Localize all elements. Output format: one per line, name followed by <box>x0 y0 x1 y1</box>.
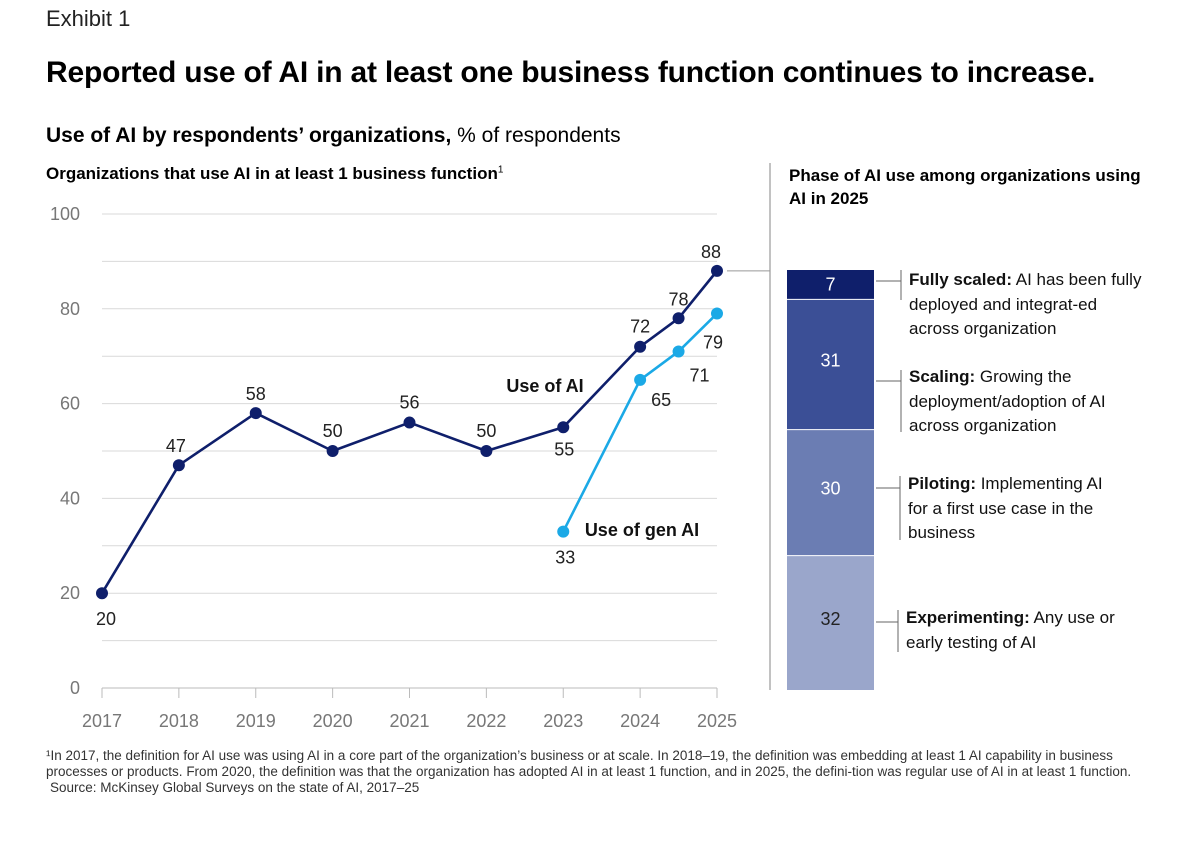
x-tick-label: 2021 <box>389 711 429 731</box>
bar-segment-fully <box>787 270 874 300</box>
bar-layer: 7 31 30 32 <box>787 270 902 690</box>
data-point <box>172 459 185 472</box>
data-point <box>634 340 647 353</box>
left-panel-title-text: Organizations that use AI in at least 1 … <box>46 164 498 183</box>
data-point <box>711 264 723 277</box>
data-point <box>480 445 493 457</box>
chart-subtitle: Use of AI by respondents’ organizations,… <box>46 124 621 148</box>
series-name-label: Use of gen AI <box>585 520 699 540</box>
data-label: 58 <box>246 384 266 404</box>
footnote-text: ¹In 2017, the definition for AI use was … <box>46 748 1132 779</box>
data-point <box>96 587 108 600</box>
axis-layer: 0 20 40 60 80 100 2017 2018 2019 2020 2021 2022 2023… <box>50 163 771 731</box>
line-layer: 20 47 58 50 56 50 55 72 78 88 Use of AI 33 65 71 79 Use… <box>96 242 723 629</box>
x-tick-label: 2019 <box>236 711 276 731</box>
footnote-block: ¹In 2017, the definition for AI use was … <box>46 748 1146 796</box>
right-panel-title: Phase of AI use among organizations usin… <box>789 166 1141 208</box>
data-label: 50 <box>476 421 496 441</box>
grid-layer <box>102 213 717 642</box>
data-point <box>711 307 723 320</box>
bar-segment-piloting <box>787 429 874 556</box>
data-point <box>672 345 685 358</box>
subtitle-bold: Use of AI by respondents’ organizations, <box>46 124 452 147</box>
series-line <box>562 312 718 533</box>
data-point <box>557 421 570 434</box>
segment-value-label: 7 <box>825 275 835 295</box>
left-panel-title: Organizations that use AI in at least 1 … <box>46 164 503 184</box>
exhibit-label: Exhibit 1 <box>46 6 131 31</box>
x-tick-label: 2017 <box>82 711 122 731</box>
x-tick-label: 2020 <box>313 711 353 731</box>
x-tick-label: 2025 <box>697 711 737 731</box>
data-label: 78 <box>669 289 689 309</box>
annotation-desc: Growing the deployment/adoption of AI ac… <box>909 367 1106 435</box>
y-tick-label: 80 <box>60 299 80 319</box>
data-point <box>672 312 685 325</box>
annotation-piloting: Piloting: Implementing AI for a first us… <box>908 472 1118 546</box>
bar-segment-scaling <box>787 299 874 430</box>
y-tick-label: 40 <box>60 488 80 508</box>
data-point <box>403 416 416 429</box>
data-point <box>634 373 647 386</box>
x-tick-label: 2018 <box>159 711 199 731</box>
subtitle-unit: % of respondents <box>451 124 621 147</box>
data-point <box>557 525 570 538</box>
annotation-experimenting: Experimenting: Any use or early testing … <box>906 606 1126 655</box>
x-tick-label: 2022 <box>466 711 506 731</box>
annotation-desc: Any use or early testing of AI <box>906 608 1115 652</box>
data-label: 88 <box>701 242 721 262</box>
y-tick-label: 100 <box>50 204 80 224</box>
data-label: 20 <box>96 609 116 629</box>
data-point <box>249 407 262 420</box>
data-label: 65 <box>651 390 671 410</box>
data-point <box>326 445 339 457</box>
x-tick-label: 2023 <box>543 711 583 731</box>
y-tick-label: 60 <box>60 394 80 414</box>
source-text: Source: McKinsey Global Surveys on the s… <box>50 780 420 795</box>
headline: Reported use of AI in at least one busin… <box>46 56 1096 89</box>
footnote-mark: 1 <box>497 164 504 176</box>
series-name-label: Use of AI <box>506 376 583 396</box>
data-label: 79 <box>703 333 723 353</box>
annotation-scaling: Scaling: Growing the deployment/adoption… <box>909 365 1129 439</box>
data-label: 47 <box>166 436 186 456</box>
annotation-desc: Implementing AI for a first use case in … <box>908 474 1103 542</box>
annotation-title: Scaling: <box>909 367 976 386</box>
data-label: 71 <box>690 365 710 385</box>
segment-value-label: 30 <box>820 479 840 499</box>
annotation-title: Fully scaled: <box>909 270 1012 289</box>
data-label: 50 <box>323 421 343 441</box>
x-tick-label: 2024 <box>620 711 660 731</box>
annotation-desc: AI has been fully deployed and integrat-… <box>909 270 1142 338</box>
data-label: 56 <box>399 393 419 413</box>
data-label: 33 <box>555 548 575 568</box>
bar-segment-experimenting <box>787 555 874 690</box>
segment-value-label: 31 <box>820 351 840 371</box>
y-tick-label: 20 <box>60 583 80 603</box>
segment-value-label: 32 <box>820 609 840 629</box>
annotation-title: Experimenting: <box>906 608 1030 627</box>
data-label: 55 <box>554 439 574 459</box>
y-tick-label: 0 <box>70 678 80 698</box>
series-line <box>100 270 719 594</box>
annotation-fully: Fully scaled: AI has been fully deployed… <box>909 268 1149 342</box>
annotation-title: Piloting: <box>908 474 976 493</box>
data-label: 72 <box>630 317 650 337</box>
